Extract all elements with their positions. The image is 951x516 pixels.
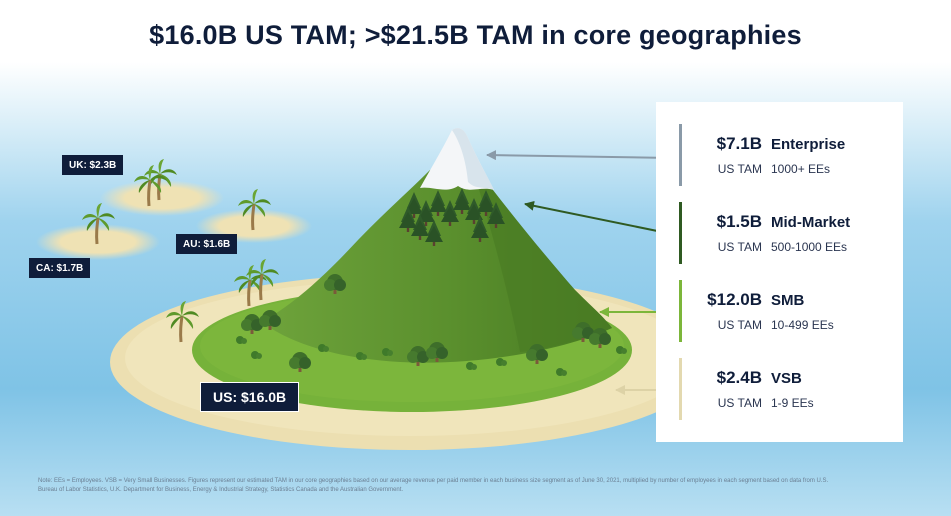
segment-color-bar [679, 280, 682, 342]
segment-smb: $12.0B US TAM SMB 10-499 EEs [656, 280, 903, 342]
segment-size: 1-9 EEs [771, 396, 814, 410]
geo-label-au: AU: $1.6B [176, 234, 238, 254]
geo-label-ca: CA: $1.7B [29, 258, 91, 278]
segment-panel: $7.1B US TAM Enterprise 1000+ EEs $1.5B … [656, 102, 903, 442]
segment-size: 500-1000 EEs [771, 240, 848, 254]
segment-size: 10-499 EEs [771, 318, 834, 332]
segment-amount: $1.5B [716, 212, 762, 231]
segment-tam-label: US TAM [717, 396, 762, 410]
segment-name: VSB [771, 370, 802, 387]
footnote: Note: EEs = Employees. VSB = Very Small … [38, 478, 829, 493]
segment-tam-label: US TAM [717, 240, 762, 254]
segment-size: 1000+ EEs [771, 162, 831, 176]
arrow-enterprise [486, 150, 673, 161]
segment-name: Enterprise [771, 136, 846, 153]
arrow-mid-market [524, 200, 673, 235]
segment-name: Mid-Market [771, 214, 851, 231]
segment-color-bar [679, 124, 682, 186]
geo-label-uk: UK: $2.3B [62, 155, 124, 175]
segment-vsb: $2.4B US TAM VSB 1-9 EEs [656, 358, 903, 420]
segment-tam-label: US TAM [717, 318, 762, 332]
segment-color-bar [679, 202, 682, 264]
geo-label-us: US: $16.0B [200, 382, 300, 412]
segment-mid-market: $1.5B US TAM Mid-Market 500-1000 EEs [656, 202, 903, 264]
segment-color-bar [679, 358, 682, 420]
segment-amount: $12.0B [707, 290, 762, 309]
segment-amount: $2.4B [716, 368, 762, 387]
segment-amount: $7.1B [716, 134, 762, 153]
segment-enterprise: $7.1B US TAM Enterprise 1000+ EEs [656, 124, 903, 186]
page-title: $16.0B US TAM; >$21.5B TAM in core geogr… [149, 20, 802, 50]
segment-name: SMB [771, 292, 805, 309]
segment-tam-label: US TAM [717, 162, 762, 176]
